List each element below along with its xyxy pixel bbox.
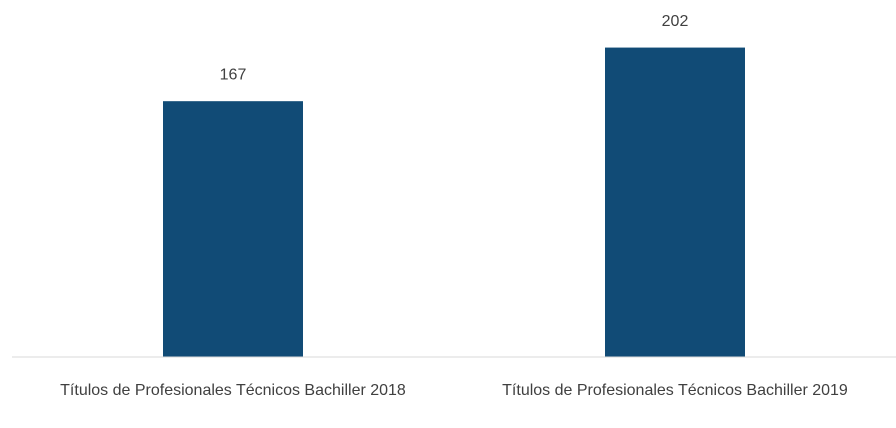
data-label: 167 xyxy=(220,66,247,83)
x-tick-label: Títulos de Profesionales Técnicos Bachil… xyxy=(502,382,848,399)
data-label: 202 xyxy=(662,13,689,30)
bar xyxy=(163,101,303,357)
bar xyxy=(605,47,745,358)
x-tick-label: Títulos de Profesionales Técnicos Bachil… xyxy=(60,382,406,399)
